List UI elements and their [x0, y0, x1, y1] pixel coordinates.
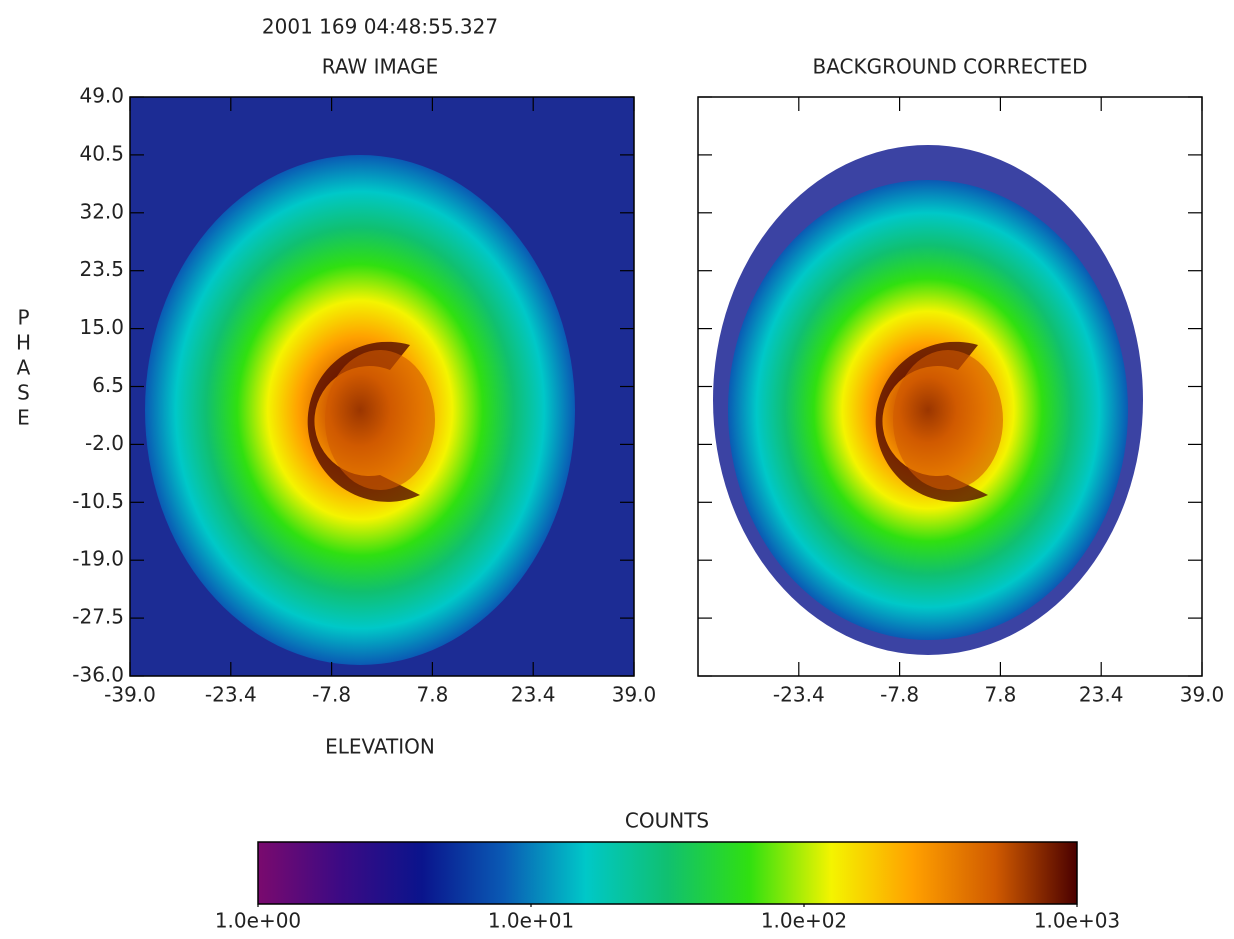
heatmap-core [893, 350, 1003, 490]
x-tick-label: -23.4 [773, 683, 825, 707]
x-tick-label: 7.8 [416, 683, 448, 707]
heatmap-image [698, 97, 1202, 676]
x-tick-label: 23.4 [511, 683, 556, 707]
colorbar-tick-label: 1.0e+01 [488, 909, 574, 933]
x-tick-label: -7.8 [880, 683, 919, 707]
colorbar-tick-label: 1.0e+03 [1034, 909, 1120, 933]
x-tick-label: -39.0 [104, 683, 156, 707]
colorbar-title: COUNTS [625, 809, 709, 833]
x-tick-label: 7.8 [984, 683, 1016, 707]
y-tick-label: -19.0 [72, 547, 124, 571]
y-tick-label: 49.0 [79, 84, 124, 108]
y-tick-label: -2.0 [85, 431, 124, 455]
timestamp: 2001 169 04:48:55.327 [262, 15, 498, 39]
x-tick-label: 39.0 [612, 683, 657, 707]
y-tick-label: 6.5 [92, 373, 124, 397]
y-axis-label: PHASE [12, 306, 36, 431]
heatmap-core [325, 350, 435, 490]
colorbar [257, 841, 1078, 905]
colorbar-tick-label: 1.0e+00 [215, 909, 301, 933]
y-tick-label: 32.0 [79, 199, 124, 223]
y-tick-label: -10.5 [72, 489, 124, 513]
panel-title: BACKGROUND CORRECTED [813, 55, 1088, 79]
y-tick-label: 40.5 [79, 141, 124, 165]
x-tick-label: 39.0 [1180, 683, 1225, 707]
colorbar-tick-label: 1.0e+02 [761, 909, 847, 933]
y-tick-label: 23.5 [79, 257, 124, 281]
x-tick-label: 23.4 [1079, 683, 1124, 707]
x-axis-label: ELEVATION [325, 735, 435, 759]
x-tick-label: -23.4 [205, 683, 257, 707]
y-tick-label: 15.0 [79, 315, 124, 339]
panel-title: RAW IMAGE [322, 55, 438, 79]
y-tick-label: -36.0 [72, 663, 124, 687]
x-tick-label: -7.8 [312, 683, 351, 707]
y-tick-label: -27.5 [72, 605, 124, 629]
heatmap-image [130, 97, 634, 676]
